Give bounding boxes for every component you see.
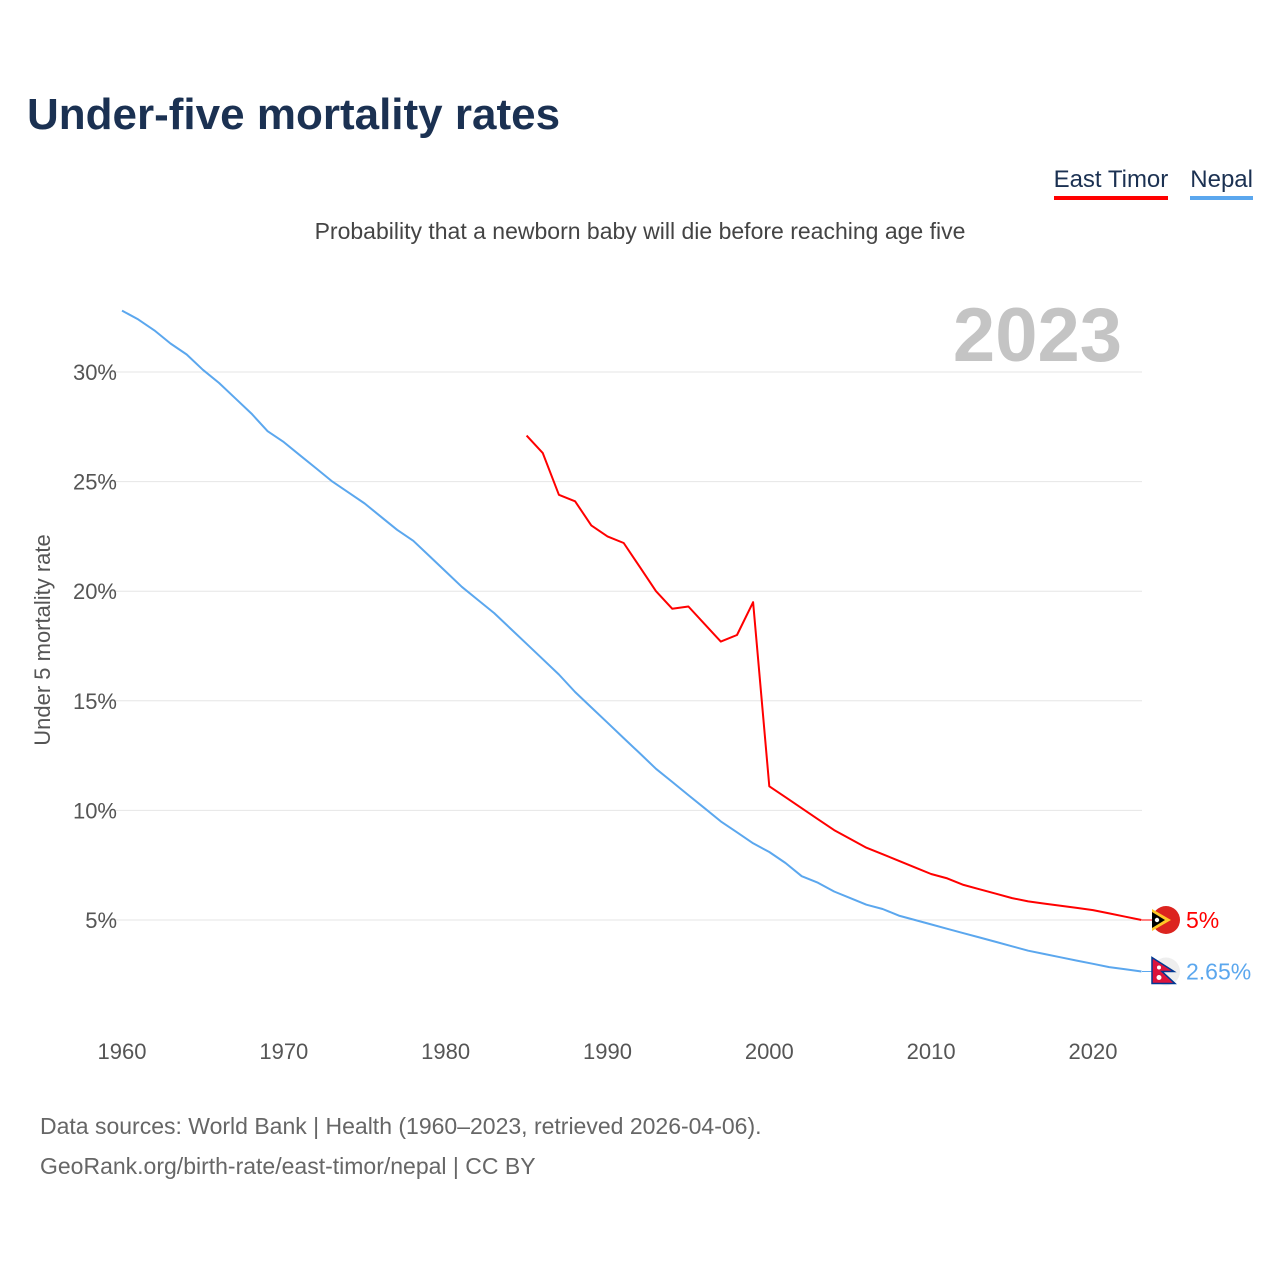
legend: East Timor Nepal bbox=[1053, 166, 1253, 200]
year-watermark: 2023 bbox=[953, 293, 1122, 378]
y-tick-label: 5% bbox=[85, 908, 117, 933]
y-tick-label: 15% bbox=[73, 689, 117, 714]
y-tick-label: 20% bbox=[73, 579, 117, 604]
flag-moon bbox=[1157, 965, 1161, 970]
y-axis-label: Under 5 mortality rate bbox=[30, 534, 55, 746]
flag-sun bbox=[1156, 975, 1162, 981]
source-note: Data sources: World Bank | Health (1960–… bbox=[40, 1106, 762, 1186]
y-tick-label: 25% bbox=[73, 470, 117, 495]
legend-east-timor[interactable]: East Timor bbox=[1053, 166, 1169, 200]
x-tick-label: 1960 bbox=[98, 1039, 147, 1064]
x-tick-label: 1970 bbox=[259, 1039, 308, 1064]
chart-subtitle: Probability that a newborn baby will die… bbox=[314, 218, 966, 244]
x-tick-label: 1980 bbox=[421, 1039, 470, 1064]
end-value-label: 5% bbox=[1186, 907, 1219, 933]
flag-star bbox=[1154, 917, 1160, 923]
x-tick-label: 2010 bbox=[907, 1039, 956, 1064]
series-line-east-timor bbox=[525, 434, 1142, 921]
end-value-label: 2.65% bbox=[1186, 959, 1251, 985]
source-line-1: Data sources: World Bank | Health (1960–… bbox=[40, 1113, 762, 1139]
source-line-2[interactable]: GeoRank.org/birth-rate/east-timor/nepal … bbox=[40, 1153, 536, 1179]
series-line-nepal bbox=[121, 309, 1142, 973]
y-tick-label: 30% bbox=[73, 360, 117, 385]
x-tick-label: 2020 bbox=[1069, 1039, 1118, 1064]
legend-nepal[interactable]: Nepal bbox=[1190, 166, 1253, 200]
y-tick-label: 10% bbox=[73, 798, 117, 823]
chart-title: Under-five mortality rates bbox=[27, 90, 561, 139]
x-tick-label: 2000 bbox=[745, 1039, 794, 1064]
x-tick-label: 1990 bbox=[583, 1039, 632, 1064]
